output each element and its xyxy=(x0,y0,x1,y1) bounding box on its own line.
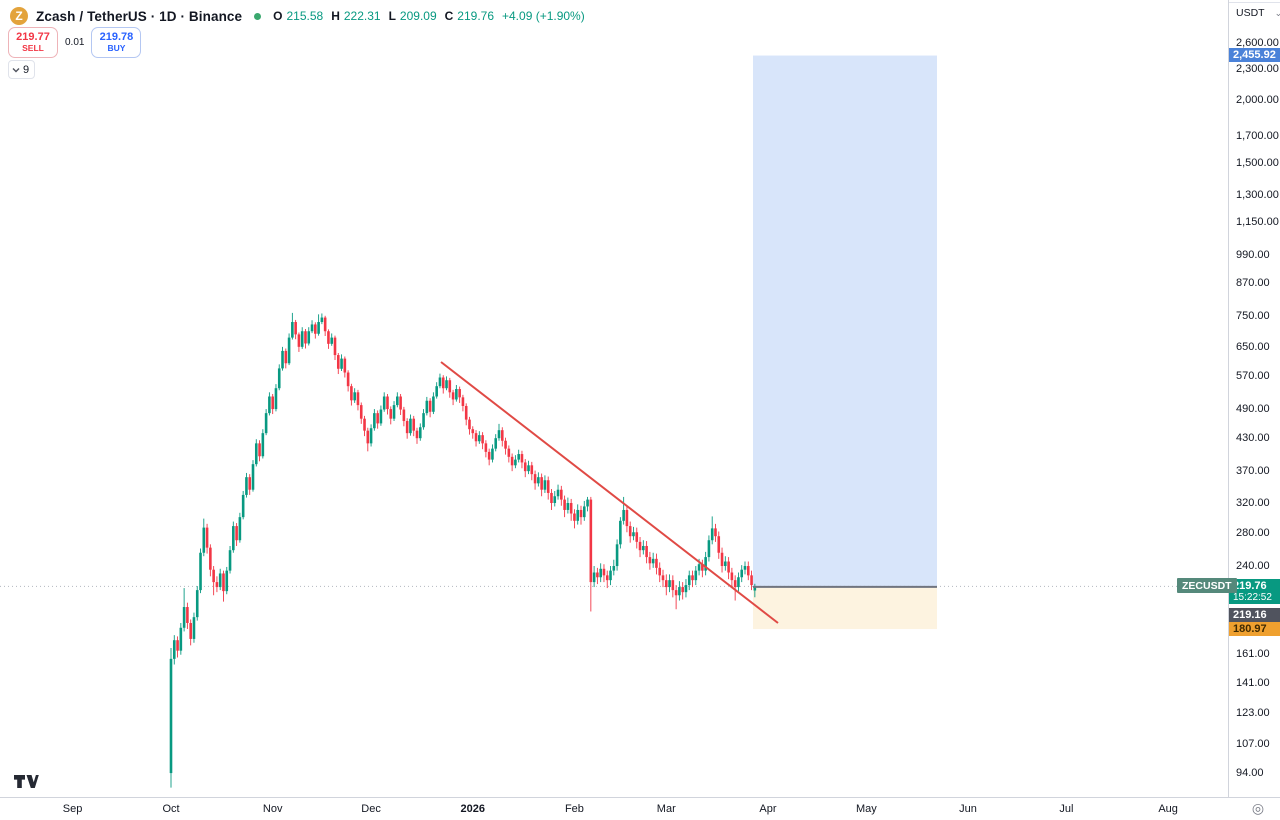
trade-panel: 219.77 SELL 0.01 219.78 BUY xyxy=(8,27,142,58)
change-value: +4.09 (+1.90%) xyxy=(502,9,585,23)
price-tick-label: 2,600.00 xyxy=(1236,36,1279,49)
time-tick-label: Mar xyxy=(656,803,676,815)
scales-reset-target-icon[interactable]: ◎ xyxy=(1251,800,1265,816)
low-letter: L xyxy=(388,9,396,23)
price-unit-selector[interactable]: USDT ⌄ xyxy=(1236,7,1280,19)
price-tick-label: 161.00 xyxy=(1236,648,1270,661)
time-tick-label: Dec xyxy=(361,803,381,815)
last-price-label: 219.76 15:22:52 xyxy=(1229,578,1280,604)
price-tick-label: 490.00 xyxy=(1236,403,1270,416)
price-tick-label: 750.00 xyxy=(1236,309,1270,322)
entry-price-label: 219.16 xyxy=(1229,608,1280,622)
price-tick-label: 2,300.00 xyxy=(1236,63,1279,76)
buy-label: BUY xyxy=(107,42,126,53)
time-tick-label: 2026 xyxy=(460,803,485,815)
close-value: 219.76 xyxy=(457,9,494,23)
open-letter: O xyxy=(273,9,283,23)
price-tick-label: 141.00 xyxy=(1236,677,1270,690)
currency-label: USDT xyxy=(1236,7,1265,19)
price-tick-label: 1,300.00 xyxy=(1236,188,1279,201)
price-tick-label: 650.00 xyxy=(1236,341,1270,354)
market-status-icon[interactable] xyxy=(254,12,262,20)
price-tick-label: 1,700.00 xyxy=(1236,129,1279,142)
sell-label: SELL xyxy=(22,42,44,53)
ohlc-values: O 215.58 H 222.31 L 209.09 C 219.76 +4.0… xyxy=(273,9,585,23)
price-tick-label: 1,150.00 xyxy=(1236,215,1279,228)
time-tick-label: Aug xyxy=(1158,803,1178,815)
long-position-loss-zone[interactable] xyxy=(753,586,937,630)
price-tick-label: 1,500.00 xyxy=(1236,157,1279,170)
high-letter: H xyxy=(331,9,340,23)
time-tick-label: Jun xyxy=(959,803,977,815)
price-tick-label: 370.00 xyxy=(1236,465,1270,478)
price-tick-label: 280.00 xyxy=(1236,526,1270,539)
spread-value: 0.01 xyxy=(65,37,85,48)
symbol-header: Z Zcash / TetherUS · 1D · Binance O 215.… xyxy=(10,7,585,25)
time-tick-label: Jul xyxy=(1059,803,1074,815)
high-value: 222.31 xyxy=(343,9,381,23)
candlestick-series xyxy=(169,312,757,788)
price-tick-label: 240.00 xyxy=(1236,560,1270,573)
price-tick-label: 990.00 xyxy=(1236,248,1270,261)
pane-separator xyxy=(1229,2,1280,3)
price-axis[interactable]: USDT ⌄ 2,600.00 2,300.00 2,000.00 1,700.00 1… xyxy=(1228,0,1280,797)
symbol-price-tag: ZECUSDT xyxy=(1177,578,1237,594)
legend-hidden-count: 9 xyxy=(23,63,30,76)
close-letter: C xyxy=(444,9,454,23)
stop-price-label: 180.97 xyxy=(1229,622,1280,636)
tradingview-logo[interactable] xyxy=(13,773,39,791)
bar-countdown: 15:22:52 xyxy=(1233,591,1272,603)
price-tick-label: 107.00 xyxy=(1236,738,1270,751)
price-tick-label: 320.00 xyxy=(1236,497,1270,510)
price-tick-label: 870.00 xyxy=(1236,277,1270,290)
time-tick-label: Oct xyxy=(162,803,180,815)
chevron-down-icon xyxy=(12,67,20,72)
price-tick-label: 123.00 xyxy=(1236,707,1270,720)
time-tick-label: Apr xyxy=(759,803,777,815)
open-value: 215.58 xyxy=(286,9,324,23)
long-position-profit-zone[interactable] xyxy=(753,55,937,587)
price-tick-label: 430.00 xyxy=(1236,432,1270,445)
time-tick-label: Feb xyxy=(564,803,584,815)
price-tick-label: 94.00 xyxy=(1236,766,1264,779)
time-axis[interactable]: Sep Oct Nov Dec 2026 Feb Mar Apr May Jun Jul Aug xyxy=(0,797,1280,820)
buy-price: 219.78 xyxy=(99,31,134,44)
sell-price: 219.77 xyxy=(16,31,50,44)
legend-expand-button[interactable]: 9 xyxy=(8,60,36,79)
price-tick-label: 570.00 xyxy=(1236,370,1270,383)
trendline-drawing[interactable] xyxy=(440,361,779,624)
price-tick-label: 2,000.00 xyxy=(1236,94,1279,107)
target-price-label: 2,455.92 xyxy=(1229,48,1280,63)
time-tick-label: Nov xyxy=(262,803,283,815)
time-tick-label: Sep xyxy=(62,803,83,815)
buy-button[interactable]: 219.78 BUY xyxy=(91,27,142,58)
zcash-icon: Z xyxy=(10,7,28,25)
low-value: 209.09 xyxy=(399,9,437,23)
symbol-title[interactable]: Zcash / TetherUS · 1D · Binance xyxy=(36,8,243,24)
sell-button[interactable]: 219.77 SELL xyxy=(8,27,58,58)
chevron-down-icon: ⌄ xyxy=(1274,7,1280,18)
time-tick-label: May xyxy=(855,803,877,815)
